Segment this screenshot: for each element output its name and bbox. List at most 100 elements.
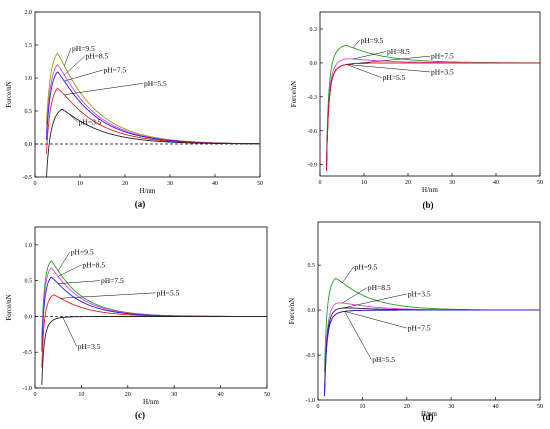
panel-label: (b) (423, 200, 434, 210)
y-tick-label: 0.3 (310, 27, 318, 33)
x-axis-label: H/nm (421, 410, 438, 418)
label-leader (57, 251, 71, 271)
label-leader (352, 51, 387, 60)
series-label: pH=5.5 (383, 73, 406, 82)
x-axis-label: H/nm (422, 186, 439, 194)
x-tick-label: 30 (448, 404, 454, 410)
y-tick-label: 2.0 (25, 10, 33, 16)
series-label: pH=5.5 (157, 288, 180, 297)
label-leader (344, 311, 372, 360)
x-axis-label: H/nm (143, 398, 160, 406)
series-line (324, 277, 540, 372)
series-label: pH=8.5 (387, 47, 410, 56)
panel-label: (c) (135, 410, 145, 420)
series-line (41, 260, 267, 340)
series-line (324, 307, 540, 394)
plot-frame (319, 11, 541, 177)
y-tick-label: -1.0 (23, 386, 33, 392)
y-axis-label: Force/nN (290, 81, 298, 107)
series-line (324, 309, 540, 397)
series-label: pH=9.5 (71, 248, 94, 257)
label-leader (64, 56, 85, 76)
chart-panel-2: 0 10 20 30 40 50 -0.9 -0.6 -0.3 0.0 0.3 H/nm Force/n… (290, 11, 543, 210)
y-tick-label: -0.6 (308, 129, 318, 135)
panel-label: (d) (423, 412, 434, 422)
label-leader (344, 311, 407, 329)
series-line (324, 302, 540, 389)
panel-label: (a) (135, 199, 146, 209)
y-tick-label: 1.5 (25, 43, 33, 49)
y-tick-label: 1.0 (25, 76, 33, 82)
x-tick-label: 0 (34, 392, 37, 398)
series-label: pH=8.5 (82, 260, 105, 269)
x-axis-label: H/nm (140, 187, 157, 195)
series-line (326, 62, 540, 172)
label-leader (58, 264, 82, 277)
x-tick-label: 20 (122, 181, 128, 187)
y-tick-label: 0.0 (25, 314, 33, 320)
chart-panel-3: 0 10 20 30 40 50 -1.0 -0.5 0.0 0.5 1.0 H/nm Force/nN… (5, 226, 270, 420)
y-axis-label: Force/nN (5, 294, 13, 320)
x-tick-label: 10 (78, 392, 84, 398)
chart-panel-4: 0 10 20 30 40 50 -1.0 -0.5 0.0 0.5 H/nm Force/nN (d)… (288, 221, 543, 422)
series-line (41, 315, 267, 385)
x-tick-label: 40 (493, 180, 499, 186)
series-line (41, 294, 267, 368)
series-label: pH=8.5 (86, 52, 109, 61)
y-axis-label: Force/nN (5, 81, 13, 107)
series-label: pH=7.5 (101, 276, 124, 285)
x-tick-label: 40 (493, 404, 499, 410)
plot-frame (34, 11, 261, 178)
y-tick-label: 0.0 (25, 142, 33, 148)
label-leader (62, 317, 77, 347)
label-leader (352, 55, 431, 64)
x-tick-label: 30 (171, 392, 177, 398)
label-leader (64, 69, 103, 82)
plot-frame (34, 226, 268, 389)
x-tick-label: 20 (405, 180, 411, 186)
series-line (324, 309, 540, 397)
y-tick-label: 0.5 (308, 263, 316, 269)
label-leader (68, 113, 78, 123)
y-tick-label: -0.5 (23, 175, 33, 181)
series-label: pH=3.5 (408, 289, 431, 298)
series-line (46, 64, 260, 145)
series-line (326, 62, 540, 172)
label-leader (352, 40, 360, 48)
x-tick-label: 10 (361, 180, 367, 186)
y-tick-label: -0.9 (308, 163, 318, 169)
label-leader (58, 280, 100, 284)
label-leader (342, 266, 354, 283)
series-label: pH=7.5 (408, 324, 431, 333)
x-tick-label: 20 (404, 404, 410, 410)
y-tick-label: -1.0 (306, 398, 316, 404)
y-tick-label: 1.0 (25, 243, 33, 249)
plot-frame (317, 221, 541, 401)
series-label: pH=9.5 (355, 262, 378, 271)
x-tick-label: 40 (212, 181, 218, 187)
series-label: pH=8.5 (368, 283, 391, 292)
x-tick-label: 20 (125, 392, 131, 398)
x-tick-label: 0 (319, 180, 322, 186)
label-leader (60, 292, 156, 299)
x-tick-label: 0 (317, 404, 320, 410)
x-tick-label: 50 (264, 392, 270, 398)
chart-panel-1: 0 10 20 30 40 50 -0.5 0.0 0.5 1.0 1.5 2.0 H/nm Force/… (5, 10, 263, 209)
y-axis-label: Force/nN (288, 298, 296, 324)
label-leader (64, 83, 144, 95)
series-label: pH=9.5 (72, 44, 95, 53)
x-tick-label: 0 (34, 181, 37, 187)
x-tick-label: 50 (537, 180, 543, 186)
label-leader (342, 287, 367, 304)
series-label: pH=3.5 (79, 118, 102, 127)
label-leader (346, 64, 431, 73)
y-tick-label: -0.3 (308, 95, 318, 101)
y-tick-label: 0.5 (25, 279, 33, 285)
y-tick-label: -0.5 (306, 353, 316, 359)
y-tick-label: 0.5 (25, 109, 33, 115)
series-label: pH=5.5 (144, 79, 167, 88)
x-tick-label: 10 (359, 404, 365, 410)
label-leader (346, 64, 382, 78)
series-line (41, 267, 267, 345)
